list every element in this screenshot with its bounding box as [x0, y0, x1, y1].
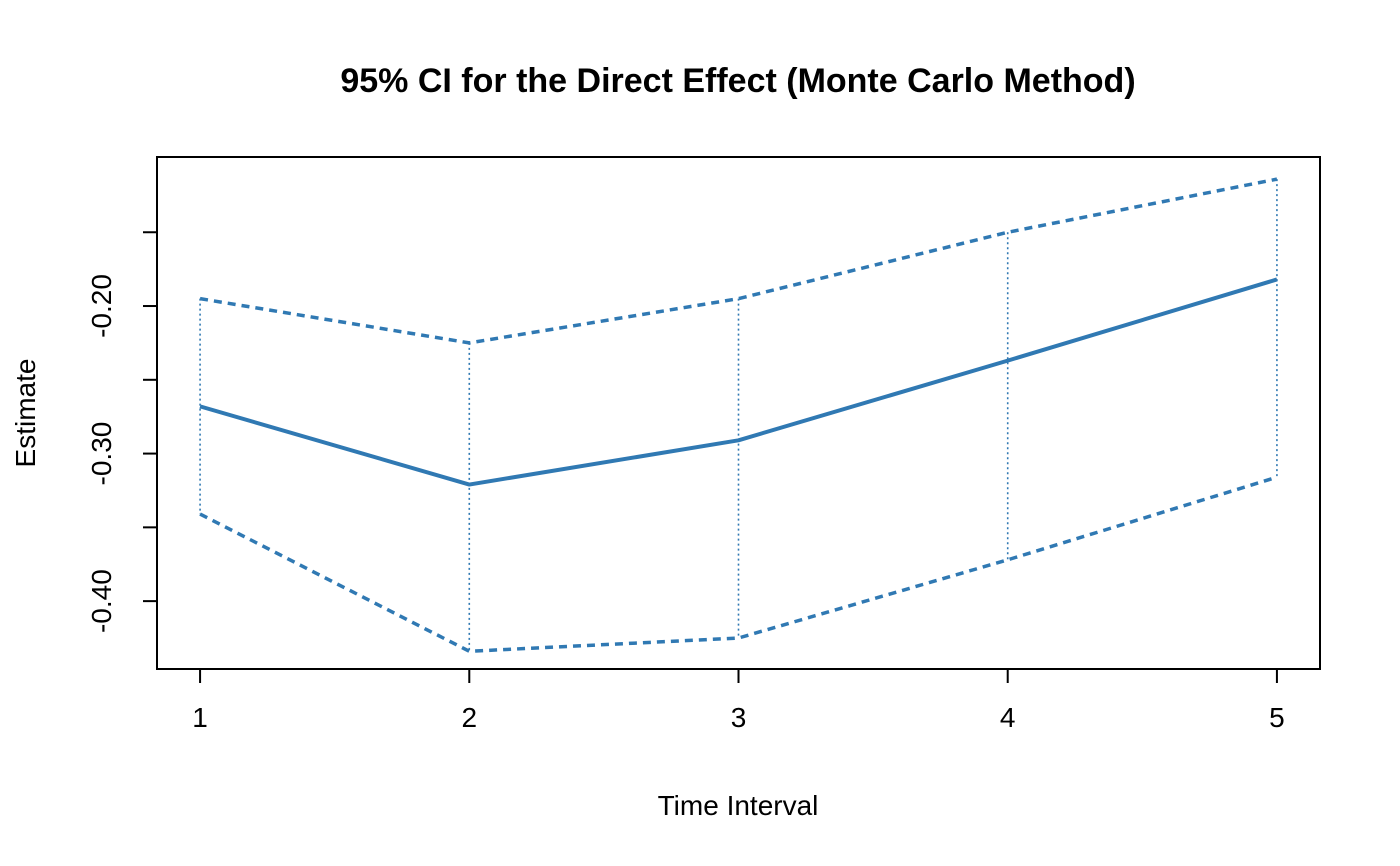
y-tick-label: -0.40	[86, 569, 117, 633]
x-tick-label: 3	[731, 702, 747, 733]
estimate-line	[199, 277, 1278, 487]
x-tick-label: 1	[192, 702, 208, 733]
x-axis-label: Time Interval	[658, 790, 819, 821]
y-tick-label: -0.30	[86, 422, 117, 486]
y-tick-label: -0.20	[86, 274, 117, 338]
x-tick-label: 4	[1000, 702, 1016, 733]
lower-line	[199, 475, 1278, 654]
upper-line	[199, 177, 1278, 345]
y-axis: -0.40 -0.30 -0.20	[86, 231, 157, 633]
x-tick-label: 5	[1269, 702, 1285, 733]
chart-title: 95% CI for the Direct Effect (Monte Carl…	[340, 62, 1135, 100]
x-tick-label: 2	[461, 702, 477, 733]
ci-connectors	[199, 179, 1278, 652]
y-axis-label: Estimate	[10, 359, 41, 468]
series-group	[199, 177, 1278, 654]
plot-frame	[156, 156, 1321, 670]
x-axis: 1 2 3 4 5	[192, 669, 1285, 733]
